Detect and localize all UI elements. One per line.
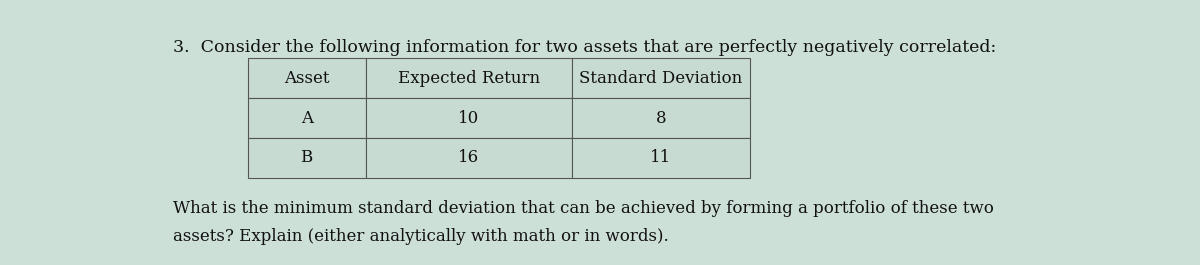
Bar <box>366 138 571 178</box>
Text: Asset: Asset <box>284 70 330 87</box>
Text: Standard Deviation: Standard Deviation <box>580 70 743 87</box>
Text: 16: 16 <box>458 149 479 166</box>
Text: 11: 11 <box>650 149 671 166</box>
Bar <box>366 58 571 98</box>
Bar <box>571 58 750 98</box>
Text: assets? Explain (either analytically with math or in words).: assets? Explain (either analytically wit… <box>173 228 670 245</box>
Text: Expected Return: Expected Return <box>397 70 540 87</box>
Bar <box>247 138 366 178</box>
Text: 3.  Consider the following information for two assets that are perfectly negativ: 3. Consider the following information fo… <box>173 39 996 56</box>
Bar <box>366 98 571 138</box>
Text: 10: 10 <box>458 109 479 126</box>
Text: What is the minimum standard deviation that can be achieved by forming a portfol: What is the minimum standard deviation t… <box>173 200 994 217</box>
Text: A: A <box>301 109 313 126</box>
Bar <box>247 98 366 138</box>
Bar <box>571 98 750 138</box>
Bar <box>571 138 750 178</box>
Text: B: B <box>300 149 313 166</box>
Bar <box>247 58 366 98</box>
Text: 8: 8 <box>655 109 666 126</box>
